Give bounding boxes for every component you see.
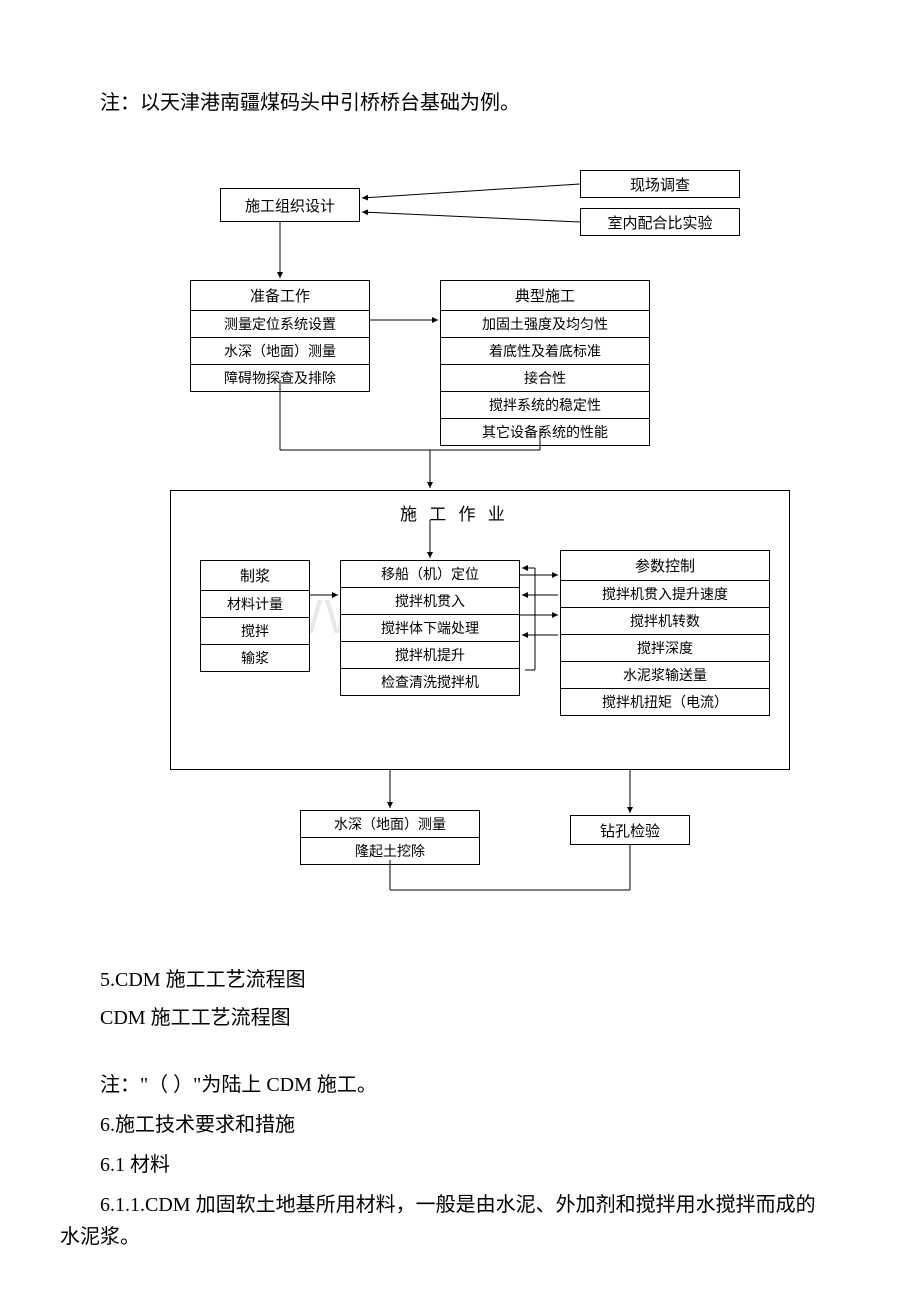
- bottom-left-r2: 隆起土挖除: [301, 837, 479, 864]
- flowchart-diagram: WWW CC 施工组织设计 现场调查 室内配合比实验 准备工作 测量定位系统设置…: [170, 170, 810, 910]
- note-top: 注：以天津港南疆煤码头中引桥桥台基础为例。: [100, 88, 520, 118]
- box-bottom-left: 水深（地面）测量 隆起土挖除: [300, 810, 480, 865]
- typical-r3: 接合性: [441, 364, 649, 391]
- note-paren: 注："（ ）"为陆上 CDM 施工。: [100, 1070, 377, 1100]
- slurry-r3: 输浆: [201, 644, 309, 671]
- text-611b: 水泥浆。: [60, 1222, 140, 1252]
- params-r1: 搅拌机贯入提升速度: [561, 580, 769, 607]
- slurry-r2: 搅拌: [201, 617, 309, 644]
- prep-r3: 障碍物探查及排除: [191, 364, 369, 391]
- slurry-r1: 材料计量: [201, 590, 309, 617]
- bottom-left-r1: 水深（地面）测量: [301, 811, 479, 837]
- box-site-survey: 现场调查: [580, 170, 740, 198]
- operation-title: 施 工 作 业: [400, 500, 509, 525]
- prep-r2: 水深（地面）测量: [191, 337, 369, 364]
- typical-r5: 其它设备系统的性能: [441, 418, 649, 445]
- text-611a: 6.1.1.CDM 加固软土地基所用材料，一般是由水泥、外加剂和搅拌用水搅拌而成…: [100, 1190, 860, 1220]
- document-page: 注：以天津港南疆煤码头中引桥桥台基础为例。 WWW CC 施工组织设计 现场调查…: [0, 0, 920, 1302]
- center-r2: 搅拌机贯入: [341, 587, 519, 614]
- heading-5: 5.CDM 施工工艺流程图: [100, 965, 306, 995]
- center-r1: 移船（机）定位: [341, 561, 519, 587]
- heading-6: 6.施工技术要求和措施: [100, 1110, 295, 1140]
- box-prep: 准备工作 测量定位系统设置 水深（地面）测量 障碍物探查及排除: [190, 280, 370, 392]
- center-r4: 搅拌机提升: [341, 641, 519, 668]
- params-r3: 搅拌深度: [561, 634, 769, 661]
- slurry-title: 制浆: [201, 561, 309, 590]
- box-indoor-mix: 室内配合比实验: [580, 208, 740, 236]
- prep-r1: 测量定位系统设置: [191, 310, 369, 337]
- box-slurry: 制浆 材料计量 搅拌 输浆: [200, 560, 310, 672]
- heading-6-1: 6.1 材料: [100, 1150, 170, 1180]
- box-typical: 典型施工 加固土强度及均匀性 着底性及着底标准 接合性 搅拌系统的稳定性 其它设…: [440, 280, 650, 446]
- center-r3: 搅拌体下端处理: [341, 614, 519, 641]
- box-center: 移船（机）定位 搅拌机贯入 搅拌体下端处理 搅拌机提升 检查清洗搅拌机: [340, 560, 520, 696]
- params-r4: 水泥浆输送量: [561, 661, 769, 688]
- params-r5: 搅拌机扭矩（电流）: [561, 688, 769, 715]
- box-params: 参数控制 搅拌机贯入提升速度 搅拌机转数 搅拌深度 水泥浆输送量 搅拌机扭矩（电…: [560, 550, 770, 716]
- typical-r2: 着底性及着底标准: [441, 337, 649, 364]
- box-drill-check: 钻孔检验: [570, 815, 690, 845]
- prep-title: 准备工作: [191, 281, 369, 310]
- box-org-design: 施工组织设计: [220, 188, 360, 222]
- typical-r1: 加固土强度及均匀性: [441, 310, 649, 337]
- heading-5b: CDM 施工工艺流程图: [100, 1003, 291, 1033]
- params-title: 参数控制: [561, 551, 769, 580]
- center-r5: 检查清洗搅拌机: [341, 668, 519, 695]
- params-r2: 搅拌机转数: [561, 607, 769, 634]
- typical-r4: 搅拌系统的稳定性: [441, 391, 649, 418]
- typical-title: 典型施工: [441, 281, 649, 310]
